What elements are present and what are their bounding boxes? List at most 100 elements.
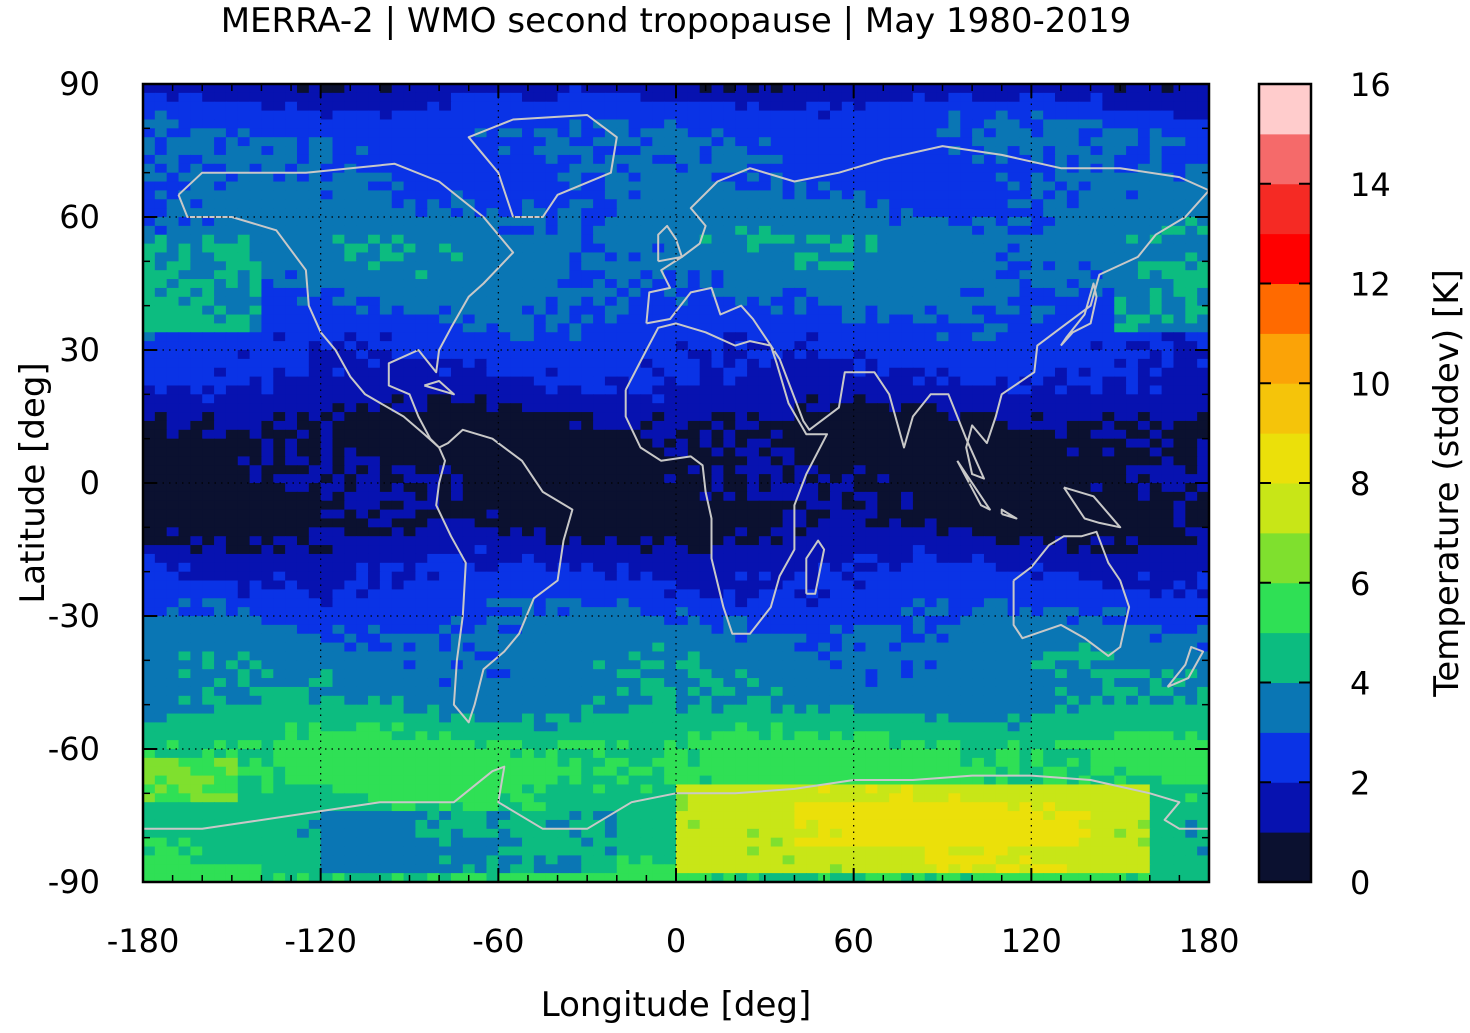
heatmap-cell: [829, 163, 843, 174]
heatmap-cell: [853, 447, 867, 457]
heatmap-cell: [1090, 553, 1103, 564]
heatmap-cell: [676, 376, 689, 387]
heatmap-cell: [498, 420, 511, 431]
heatmap-cell: [166, 252, 180, 262]
heatmap-cell: [616, 562, 630, 573]
heatmap-cell: [462, 465, 476, 475]
heatmap-cell: [1066, 128, 1080, 138]
heatmap-cell: [202, 190, 215, 200]
heatmap-cell: [154, 483, 168, 493]
heatmap-cell: [1078, 110, 1092, 121]
heatmap-cell: [1126, 296, 1139, 307]
heatmap-cell: [462, 518, 476, 528]
heatmap-cell: [1066, 350, 1080, 360]
heatmap-cell: [995, 358, 1009, 369]
heatmap-cell: [237, 545, 251, 555]
heatmap-cell: [889, 553, 902, 564]
heatmap-cell: [296, 323, 310, 333]
heatmap-cell: [995, 403, 1009, 413]
heatmap-cell: [628, 447, 642, 457]
heatmap-cell: [652, 341, 665, 351]
heatmap-cell: [261, 92, 274, 103]
heatmap-cell: [687, 261, 701, 271]
heatmap-cell: [960, 225, 973, 236]
heatmap-cell: [1137, 474, 1151, 484]
heatmap-cell: [1031, 350, 1044, 360]
heatmap-cell: [794, 305, 807, 316]
heatmap-cell: [960, 137, 973, 147]
heatmap-cell: [545, 385, 559, 395]
heatmap-cell: [569, 553, 582, 564]
heatmap-cell: [1197, 84, 1210, 94]
heatmap-cell: [308, 279, 322, 289]
heatmap-cell: [1173, 420, 1186, 431]
heatmap-cell: [1114, 217, 1127, 227]
heatmap-cell: [1149, 110, 1163, 121]
heatmap-cell: [853, 483, 867, 493]
heatmap-cell: [676, 527, 689, 537]
heatmap-cell: [806, 234, 819, 245]
heatmap-cell: [948, 110, 961, 121]
heatmap-cell: [273, 394, 286, 404]
heatmap-cell: [604, 341, 618, 351]
heatmap-cell: [474, 500, 488, 511]
heatmap-cell: [154, 287, 168, 298]
heatmap-cell: [178, 163, 191, 174]
heatmap-cell: [202, 225, 215, 236]
heatmap-cell: [202, 553, 215, 564]
heatmap-cell: [640, 474, 653, 484]
heatmap-cell: [628, 146, 642, 156]
heatmap-cell: [320, 447, 334, 457]
heatmap-cell: [723, 500, 736, 511]
heatmap-cell: [972, 84, 985, 94]
heatmap-cell: [593, 270, 606, 280]
heatmap-cell: [1102, 536, 1115, 546]
heatmap-cell: [190, 518, 203, 528]
heatmap-cell: [960, 491, 973, 502]
heatmap-cell: [510, 146, 523, 156]
heatmap-cell: [1066, 429, 1080, 440]
heatmap-cell: [332, 474, 345, 484]
heatmap-cell: [285, 500, 298, 511]
heatmap-cell: [249, 146, 263, 156]
heatmap-cell: [676, 491, 689, 502]
heatmap-cell: [427, 261, 440, 271]
heatmap-cell: [652, 350, 665, 360]
heatmap-cell: [735, 225, 748, 236]
heatmap-cell: [474, 509, 488, 520]
heatmap-cell: [1102, 429, 1115, 440]
heatmap-cell: [545, 518, 559, 528]
heatmap-cell: [1031, 562, 1044, 573]
heatmap-cell: [936, 234, 950, 245]
heatmap-cell: [604, 234, 618, 245]
heatmap-cell: [1185, 420, 1198, 431]
heatmap-cell: [143, 287, 156, 298]
heatmap-cell: [699, 163, 713, 174]
heatmap-cell: [995, 172, 1009, 183]
heatmap-cell: [356, 199, 369, 209]
heatmap-cell: [214, 341, 227, 351]
heatmap-cell: [640, 527, 653, 537]
heatmap-cell: [1197, 527, 1210, 537]
heatmap-cell: [450, 110, 464, 121]
heatmap-cell: [581, 394, 594, 404]
heatmap-cell: [640, 545, 653, 555]
heatmap-cell: [1185, 84, 1198, 94]
heatmap-cell: [972, 279, 985, 289]
heatmap-cell: [1185, 403, 1198, 413]
heatmap-cell: [1066, 190, 1080, 200]
heatmap-cell: [1031, 545, 1044, 555]
heatmap-cell: [1090, 110, 1103, 121]
heatmap-cell: [261, 243, 274, 254]
heatmap-cell: [285, 483, 298, 493]
heatmap-cell: [581, 438, 594, 449]
heatmap-cell: [782, 217, 796, 227]
heatmap-cell: [166, 376, 180, 387]
heatmap-cell: [640, 332, 653, 342]
heatmap-cell: [735, 243, 748, 254]
heatmap-cell: [344, 491, 357, 502]
heatmap-cell: [486, 243, 499, 254]
heatmap-cell: [853, 323, 867, 333]
heatmap-cell: [1137, 208, 1151, 218]
heatmap-cell: [735, 341, 748, 351]
